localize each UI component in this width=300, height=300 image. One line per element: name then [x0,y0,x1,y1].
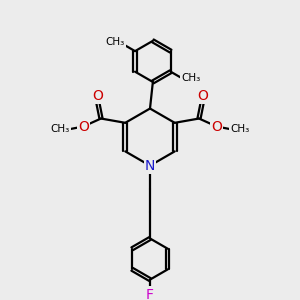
Text: O: O [197,89,208,103]
Text: O: O [78,119,89,134]
Text: CH₃: CH₃ [105,37,125,47]
Text: CH₃: CH₃ [230,124,249,134]
Text: CH₃: CH₃ [181,73,200,83]
Text: F: F [146,288,154,300]
Text: O: O [92,89,103,103]
Text: O: O [211,119,222,134]
Text: CH₃: CH₃ [51,124,70,134]
Text: N: N [145,159,155,173]
